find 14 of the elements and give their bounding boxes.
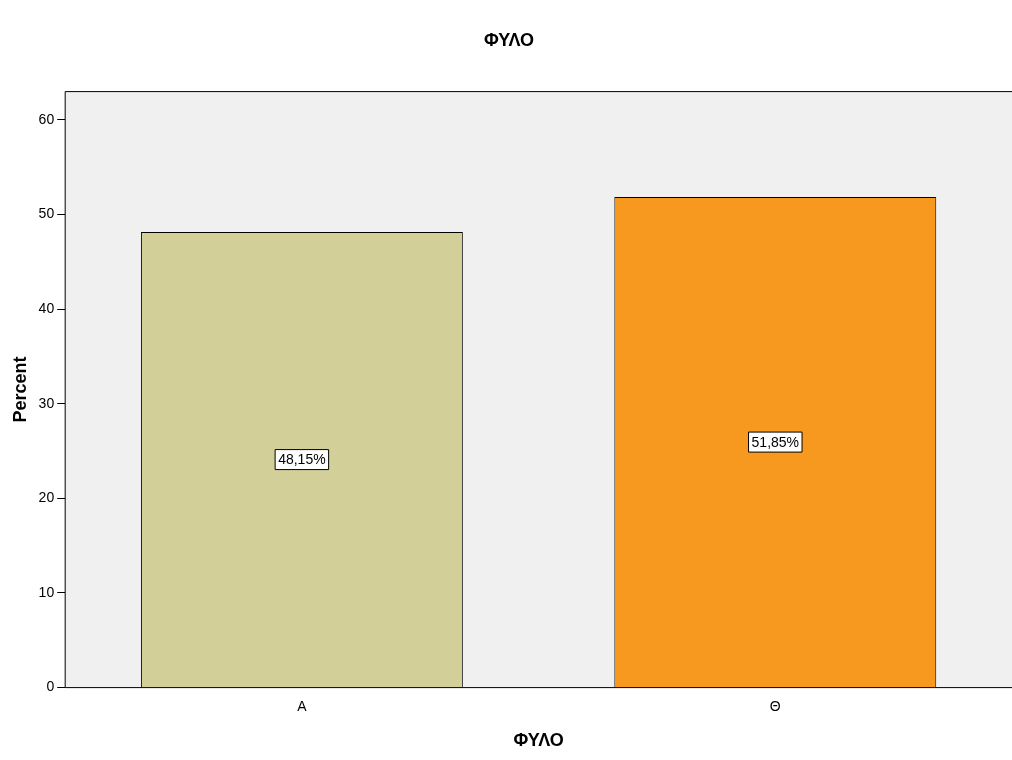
y-tick-label: 20	[38, 489, 55, 506]
x-tick-label: Θ	[769, 697, 781, 714]
x-tick-label: Α	[297, 697, 308, 714]
x-axis-title: ΦΥΛΟ	[513, 730, 564, 751]
y-tick-label: 60	[38, 110, 55, 127]
y-tick-label: 40	[38, 300, 55, 317]
y-axis-title: Percent	[9, 356, 30, 423]
y-tick-label: 50	[38, 205, 55, 222]
data-label: 51,85%	[751, 433, 800, 450]
y-tick-label: 10	[38, 583, 55, 600]
data-label: 48,15%	[278, 451, 326, 468]
chart-title: ΦΥΛΟ	[483, 29, 535, 50]
y-tick-label: 30	[38, 394, 55, 411]
y-tick-label: 0	[46, 678, 55, 695]
